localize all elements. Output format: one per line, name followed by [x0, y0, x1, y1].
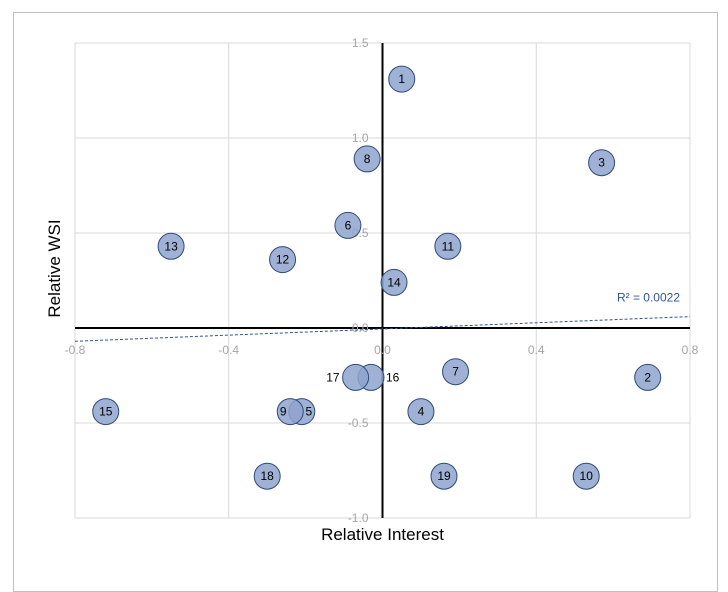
r-squared-label: R² = 0.0022: [617, 290, 680, 304]
data-point-label: 2: [644, 370, 651, 384]
data-point-label: 6: [345, 218, 352, 232]
chart-frame: -0.8 -0.4 0.0 0.4 0.8 1.5 1.0 0.5 0.0 -0.5 -1.0 R…: [13, 12, 718, 592]
data-point-label: 17: [326, 370, 340, 384]
x-tick-labels: -0.8 -0.4 0.0 0.4 0.8: [65, 343, 699, 357]
y-tick-label: -1.0: [348, 511, 369, 525]
x-axis-title: Relative Interest: [321, 525, 444, 544]
data-point-label: 13: [164, 239, 178, 253]
data-point-label: 14: [387, 275, 401, 289]
y-tick-labels: 1.51.00.50.0-0.5-1.0: [348, 36, 369, 525]
data-point-17: [343, 364, 369, 390]
x-tick-label: 0.0: [374, 343, 391, 357]
data-point-label: 11: [442, 239, 455, 253]
y-tick-label: 1.5: [352, 36, 369, 50]
data-point-label: 4: [418, 405, 425, 419]
y-tick-label: 0.0: [352, 321, 369, 335]
data-point-label: 19: [437, 469, 451, 483]
x-tick-label: 0.8: [682, 343, 699, 357]
data-point-label: 15: [99, 405, 113, 419]
data-point-label: 5: [305, 405, 312, 419]
y-axis-title: Relative WSI: [45, 219, 64, 317]
data-point-label: 1: [398, 72, 405, 86]
x-tick-label: 0.4: [528, 343, 545, 357]
y-tick-label: -0.5: [348, 416, 369, 430]
x-tick-label: -0.4: [218, 343, 239, 357]
data-point-label: 16: [386, 370, 400, 384]
data-point-label: 18: [261, 469, 275, 483]
x-tick-label: -0.8: [65, 343, 86, 357]
data-point-label: 3: [598, 156, 605, 170]
scatter-chart: -0.8 -0.4 0.0 0.4 0.8 1.51.00.50.0-0.5-1.0 R…: [14, 13, 717, 573]
data-point-label: 12: [276, 253, 290, 267]
data-point-label: 10: [580, 469, 594, 483]
y-tick-label: 1.0: [352, 131, 369, 145]
data-point-label: 9: [280, 405, 287, 419]
data-point-label: 8: [364, 152, 371, 166]
data-point-label: 7: [452, 365, 459, 379]
